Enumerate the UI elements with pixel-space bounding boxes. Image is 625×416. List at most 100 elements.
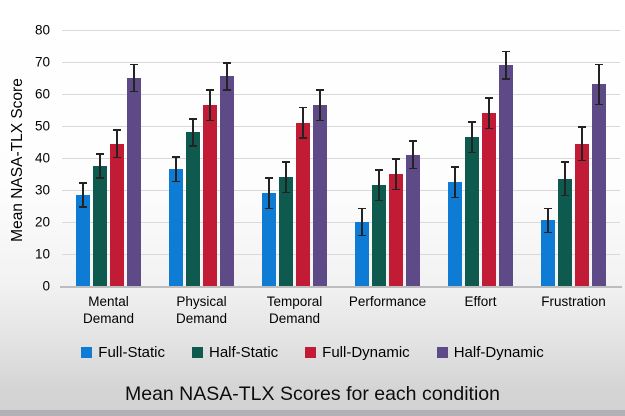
error-whisker [99,153,101,179]
error-whisker [192,118,194,147]
error-cap-bottom [223,89,231,91]
bar-half-dynamic [127,78,141,286]
error-cap-top [544,207,552,210]
error-cap-top [113,129,121,131]
y-tick-label: 30 [34,182,50,198]
y-tick-label: 80 [34,22,50,38]
error-whisker [581,126,583,162]
bar-slot [465,30,479,286]
x-axis-label: Performance [348,294,427,309]
legend-swatch-icon [305,347,317,358]
bar-full-static [541,220,555,286]
bar-half-dynamic [220,76,234,286]
bar-full-static [262,193,276,286]
error-whisker [471,121,473,154]
bar-half-static [558,178,572,286]
y-axis-ticks: 0 10 20 30 40 50 60 70 80 [0,0,56,416]
chart-title: Mean NASA-TLX Scores for each condition [124,383,500,405]
error-cap-top [502,50,510,53]
error-cap-top [375,169,383,171]
y-tick-label: 0 [42,278,50,294]
error-whisker [133,63,135,93]
bar-full-static [76,194,90,286]
error-cap-top [561,161,569,163]
bar-group-mental-demand [62,30,155,286]
bar-slot [220,30,234,286]
bar-slot [499,30,513,286]
legend-item-full-static: Full-Static [81,344,165,361]
error-whisker [285,161,287,194]
error-cap-bottom [451,196,459,198]
error-cap-bottom [561,194,569,197]
error-cap-bottom [409,167,417,170]
error-cap-bottom [206,119,214,122]
error-cap-top [451,166,459,168]
error-cap-top [485,97,493,99]
bar-group-temporal-demand [248,30,341,286]
bar-slot [541,30,555,286]
error-cap-top [358,207,366,210]
bar-half-static [465,137,479,286]
bar-slot [389,30,403,286]
bar-full-dynamic [203,105,217,286]
error-whisker [564,161,566,197]
error-whisker [319,89,321,122]
bar-half-static [93,166,107,286]
bar-slot [482,30,496,286]
error-whisker [116,129,118,158]
legend-label: Half-Static [208,344,279,361]
bar-slot [296,30,310,286]
y-tick-label: 10 [34,246,50,262]
gridline [62,157,620,159]
error-cap-bottom [282,191,290,194]
error-cap-bottom [392,188,400,190]
bar-half-dynamic [592,84,606,286]
bar-slot [313,30,327,286]
gridline [62,189,620,191]
bar-slot [262,30,276,286]
bar-slot [76,30,90,286]
error-whisker [209,89,211,122]
legend-label: Full-Static [98,344,165,361]
error-whisker [268,177,270,210]
error-cap-bottom [544,231,552,234]
error-whisker [378,169,380,202]
error-whisker [175,156,177,182]
error-whisker [412,140,414,170]
y-tick-label: 50 [34,118,50,134]
legend-label: Half-Dynamic [453,344,544,361]
error-whisker [226,62,228,91]
bar-slot [448,30,462,286]
bar-half-dynamic [406,154,420,286]
error-cap-top [130,63,138,66]
error-whisker [547,207,549,234]
y-tick-label: 70 [34,54,50,70]
legend-item-full-dynamic: Full-Dynamic [305,344,410,361]
error-cap-top [206,89,214,91]
error-cap-top [578,126,586,128]
bar-slot [372,30,386,286]
error-cap-top [172,156,180,158]
error-cap-bottom [502,78,510,80]
x-axis-label: Mental Demand [82,294,135,326]
gridline [62,221,620,223]
bar-half-dynamic [499,65,513,286]
error-cap-top [223,62,231,64]
gridline [62,125,620,127]
legend-swatch-icon [436,347,448,358]
x-axis-labels: Mental Demand Physical Demand Temporal Dem… [62,294,620,328]
error-cap-top [79,182,87,184]
gridline [62,61,620,63]
error-cap-bottom [265,207,273,210]
bar-slot [355,30,369,286]
y-tick-label: 40 [34,150,50,166]
error-cap-top [409,140,417,142]
error-cap-top [189,118,197,120]
bar-half-dynamic [313,105,327,286]
legend-item-half-dynamic: Half-Dynamic [436,344,544,361]
bar-group-effort [434,30,527,286]
x-axis-label: Physical Demand [175,294,228,326]
x-axis-label: Effort [464,294,497,309]
bar-groups [62,30,620,286]
